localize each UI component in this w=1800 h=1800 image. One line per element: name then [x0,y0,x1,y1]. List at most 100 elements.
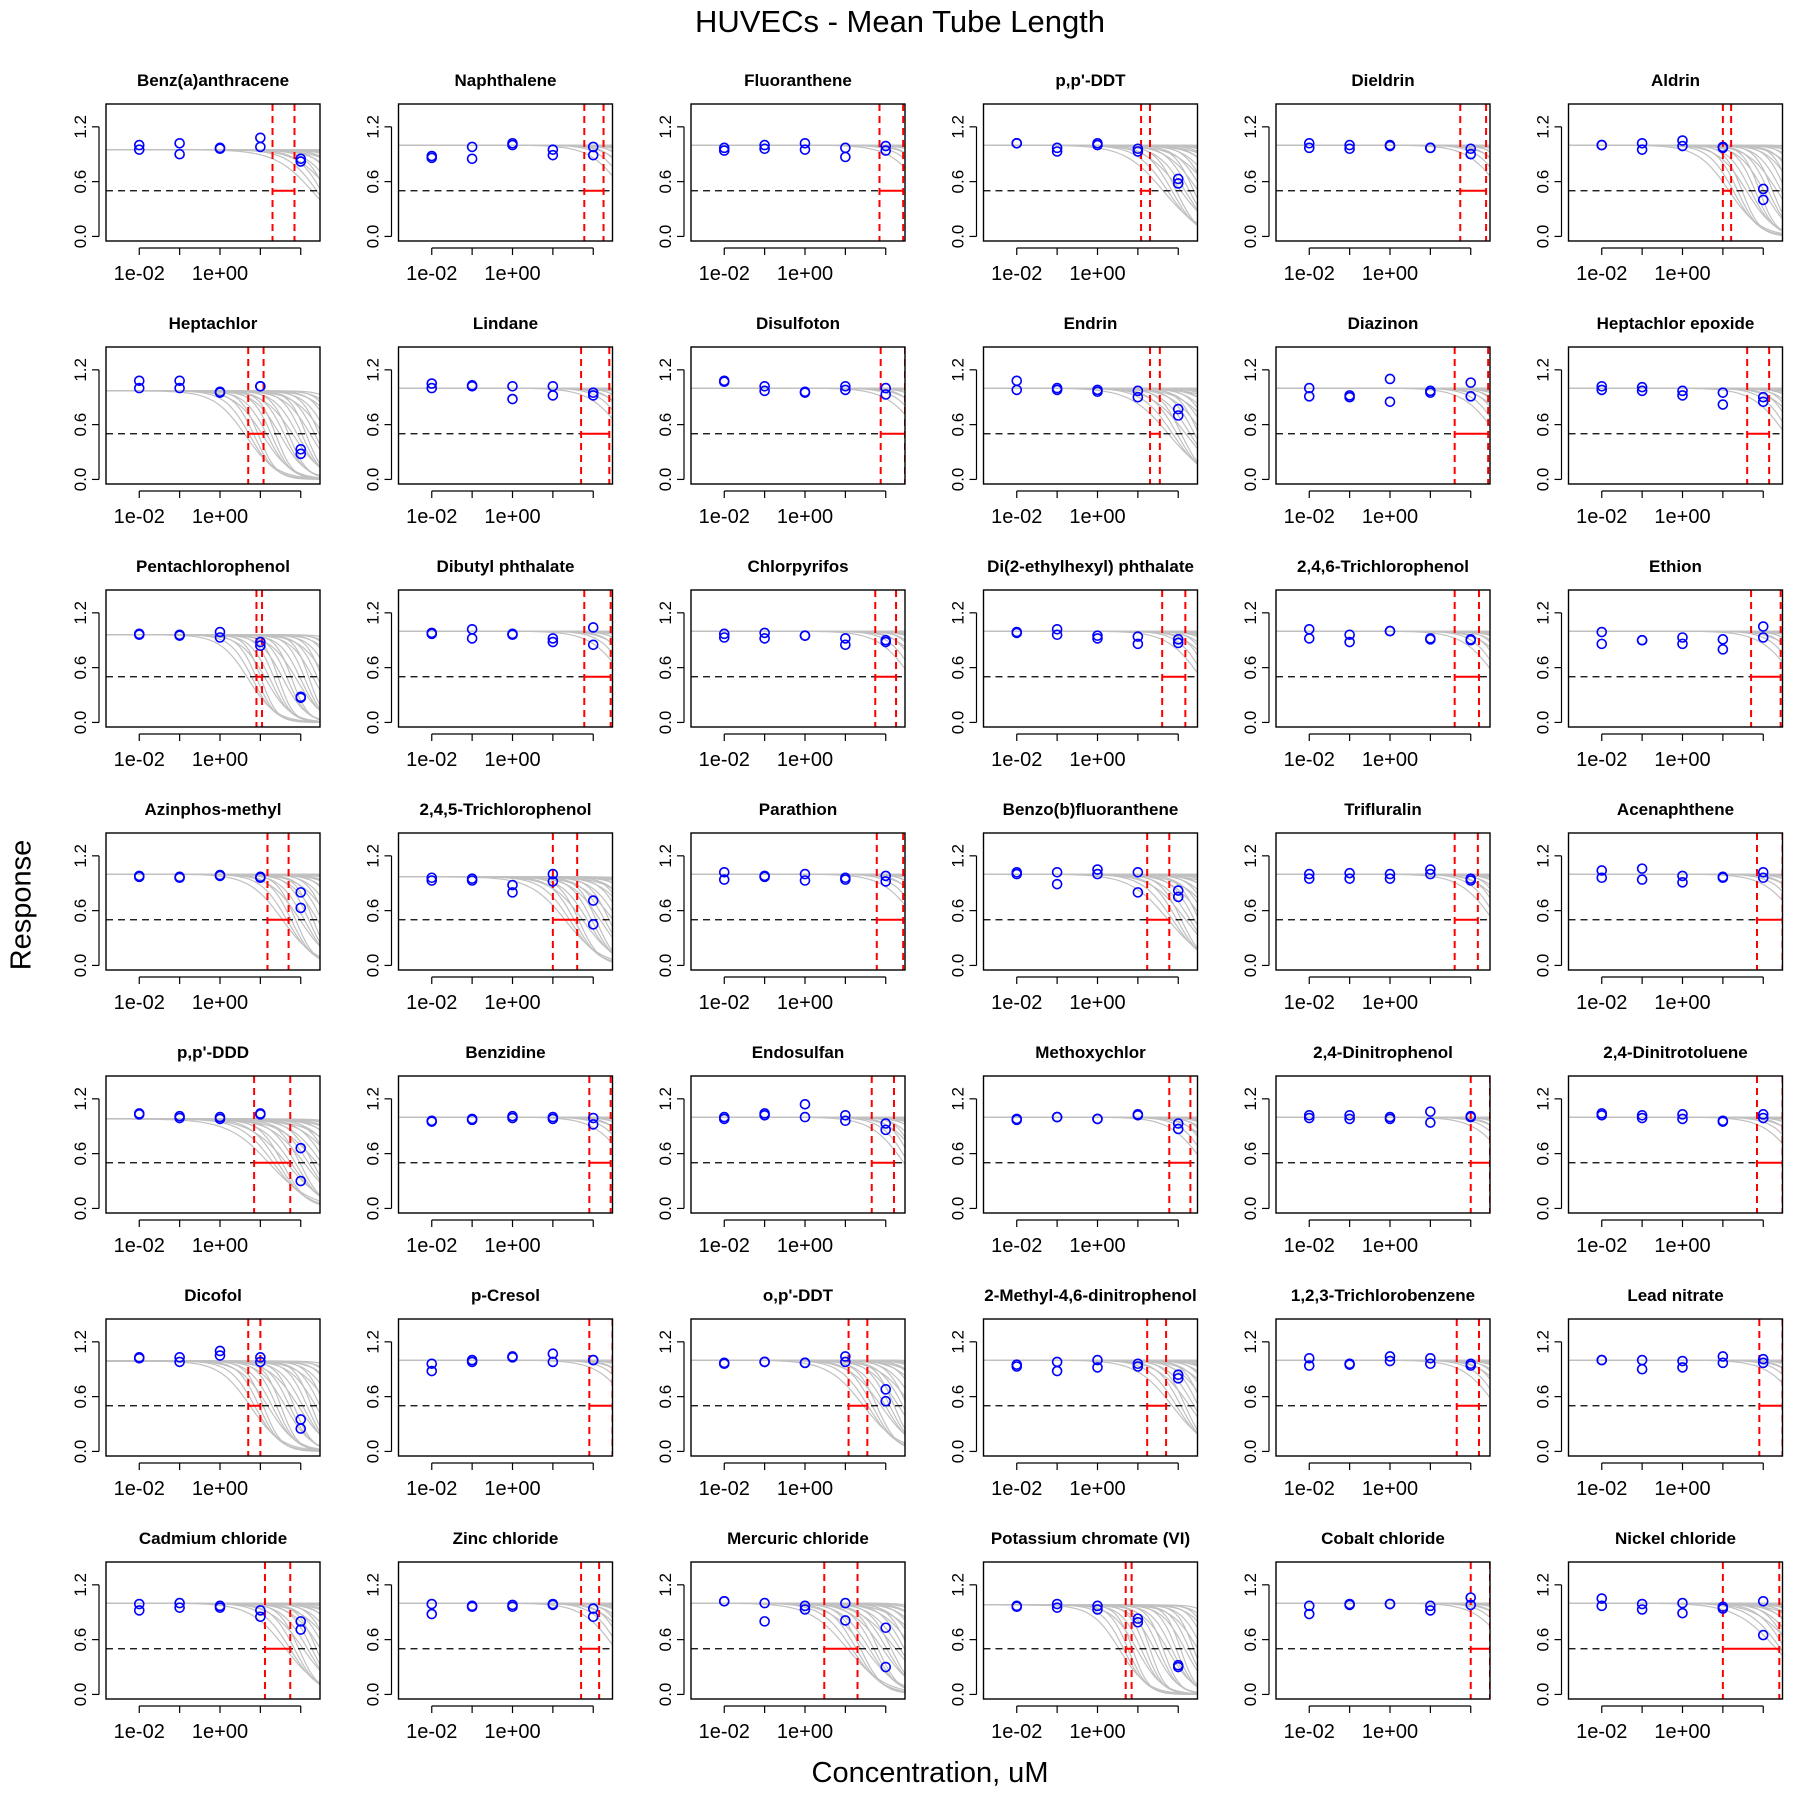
x-tick-label: 1e+00 [484,506,540,528]
x-tick-label: 1e-02 [1284,1721,1335,1743]
data-point [759,1109,770,1121]
x-tick-label: 1e+00 [777,749,833,771]
y-tick-label: 0.0 [1534,225,1553,249]
fit-curve [106,1118,320,1202]
data-point [1303,391,1315,402]
data-point [1717,399,1729,410]
data-point [759,1597,770,1609]
data-point [1384,373,1396,385]
data-point [1092,1600,1103,1612]
y-tick-label: 0.6 [71,170,90,194]
data-point [295,448,307,460]
data-point [1092,633,1103,644]
fit-curve [106,1118,320,1196]
panel-box [690,832,906,971]
panel-title: Pentachlorophenol [136,557,290,576]
x-tick-label: 1e+00 [1362,1721,1418,1743]
panel-box [982,832,1199,971]
fit-curve [1568,387,1783,413]
data-point [1717,387,1729,398]
data-point [1465,1111,1477,1123]
data-point [1757,194,1769,206]
panel: Azinphos-methyl 0.0 0.6 1.2 1e-02 1e+00 [71,800,321,1014]
fit-curve [1276,630,1490,641]
data-point [1344,1113,1355,1125]
data-point [1596,1354,1608,1366]
x-tick-label: 1e-02 [991,506,1042,528]
fit-curve [106,149,320,201]
data-point [466,153,478,165]
data-point [718,628,730,640]
data-point [133,871,145,883]
y-tick-label: 1.2 [1241,1087,1260,1111]
x-tick-label: 1e+00 [1654,263,1710,285]
x-tick-label: 1e+00 [484,263,540,285]
data-point [1303,868,1315,880]
data-point [1465,1599,1477,1611]
data-point [1465,875,1477,886]
panel: Disulfoton 0.0 0.6 1.2 1e-02 1e+00 [656,314,906,528]
x-axis-title: Concentration, uM [811,1757,1049,1789]
data-point [426,1358,438,1370]
y-tick-label: 1.2 [1241,1573,1260,1597]
plot-area [691,1562,905,1699]
y-tick-label: 1.2 [1241,601,1260,625]
panel-title: 2,4-Dinitrotoluene [1603,1043,1748,1062]
x-tick-label: 1e-02 [1284,1478,1335,1500]
y-tick-label: 0.0 [1534,1197,1553,1221]
data-point [295,887,307,898]
plot-area [398,347,613,484]
x-tick-label: 1e+00 [777,506,833,528]
data-point [1092,1604,1103,1615]
y-tick-label: 0.6 [71,1142,90,1166]
panel: Dieldrin 0.0 0.6 1.2 1e-02 1e+00 [1241,71,1491,285]
panel-title: 2,4,6-Trichlorophenol [1297,557,1469,576]
fit-curve [106,149,320,189]
fit-curve [983,387,1198,463]
data-point [507,1352,518,1363]
data-point [587,1354,599,1366]
data-point [880,140,892,152]
y-tick-label: 0.6 [71,899,90,923]
panel-box [690,346,906,485]
data-point [1384,1355,1396,1367]
panel-title: Benzo(b)fluoranthene [1003,800,1179,819]
data-point [1596,384,1608,396]
data-point [587,622,599,633]
y-tick-label: 0.0 [364,225,383,249]
fit-curve [691,1116,905,1141]
panel: p-Cresol 0.0 0.6 1.2 1e-02 1e+00 [364,1286,614,1500]
data-point [466,1601,478,1613]
data-point [880,145,892,156]
panel: 2,4-Dinitrophenol 0.0 0.6 1.2 1e-02 1e+00 [1241,1043,1491,1257]
x-tick-label: 1e+00 [1362,1478,1418,1500]
panel-title: Endosulfan [752,1043,845,1062]
data-point [295,1175,307,1187]
panel-box [105,1075,321,1214]
panel-box [397,103,614,242]
plot-area [983,833,1198,970]
data-point [1051,1602,1063,1613]
fit-curve [983,1116,1198,1137]
data-point [466,633,478,644]
y-tick-label: 1.2 [71,1087,90,1111]
x-tick-label: 1e+00 [1654,1235,1710,1257]
panel-box [397,1561,614,1700]
data-point [547,1113,559,1125]
panel-title: o,p'-DDT [763,1286,834,1305]
plot-area [1568,1319,1783,1456]
data-point [214,1113,226,1125]
panel-title: Dieldrin [1351,71,1414,90]
data-point [174,1112,185,1124]
x-tick-label: 1e+00 [192,1478,248,1500]
plot-area [983,1319,1198,1456]
y-tick-label: 0.0 [1534,468,1553,492]
y-tick-label: 1.2 [364,358,383,382]
x-tick-label: 1e+00 [1362,749,1418,771]
x-tick-label: 1e-02 [699,992,750,1014]
data-point [1172,634,1184,645]
y-tick-label: 1.2 [1534,1330,1553,1354]
x-tick-label: 1e+00 [192,506,248,528]
data-point [1384,396,1396,408]
data-point [1717,1351,1729,1362]
